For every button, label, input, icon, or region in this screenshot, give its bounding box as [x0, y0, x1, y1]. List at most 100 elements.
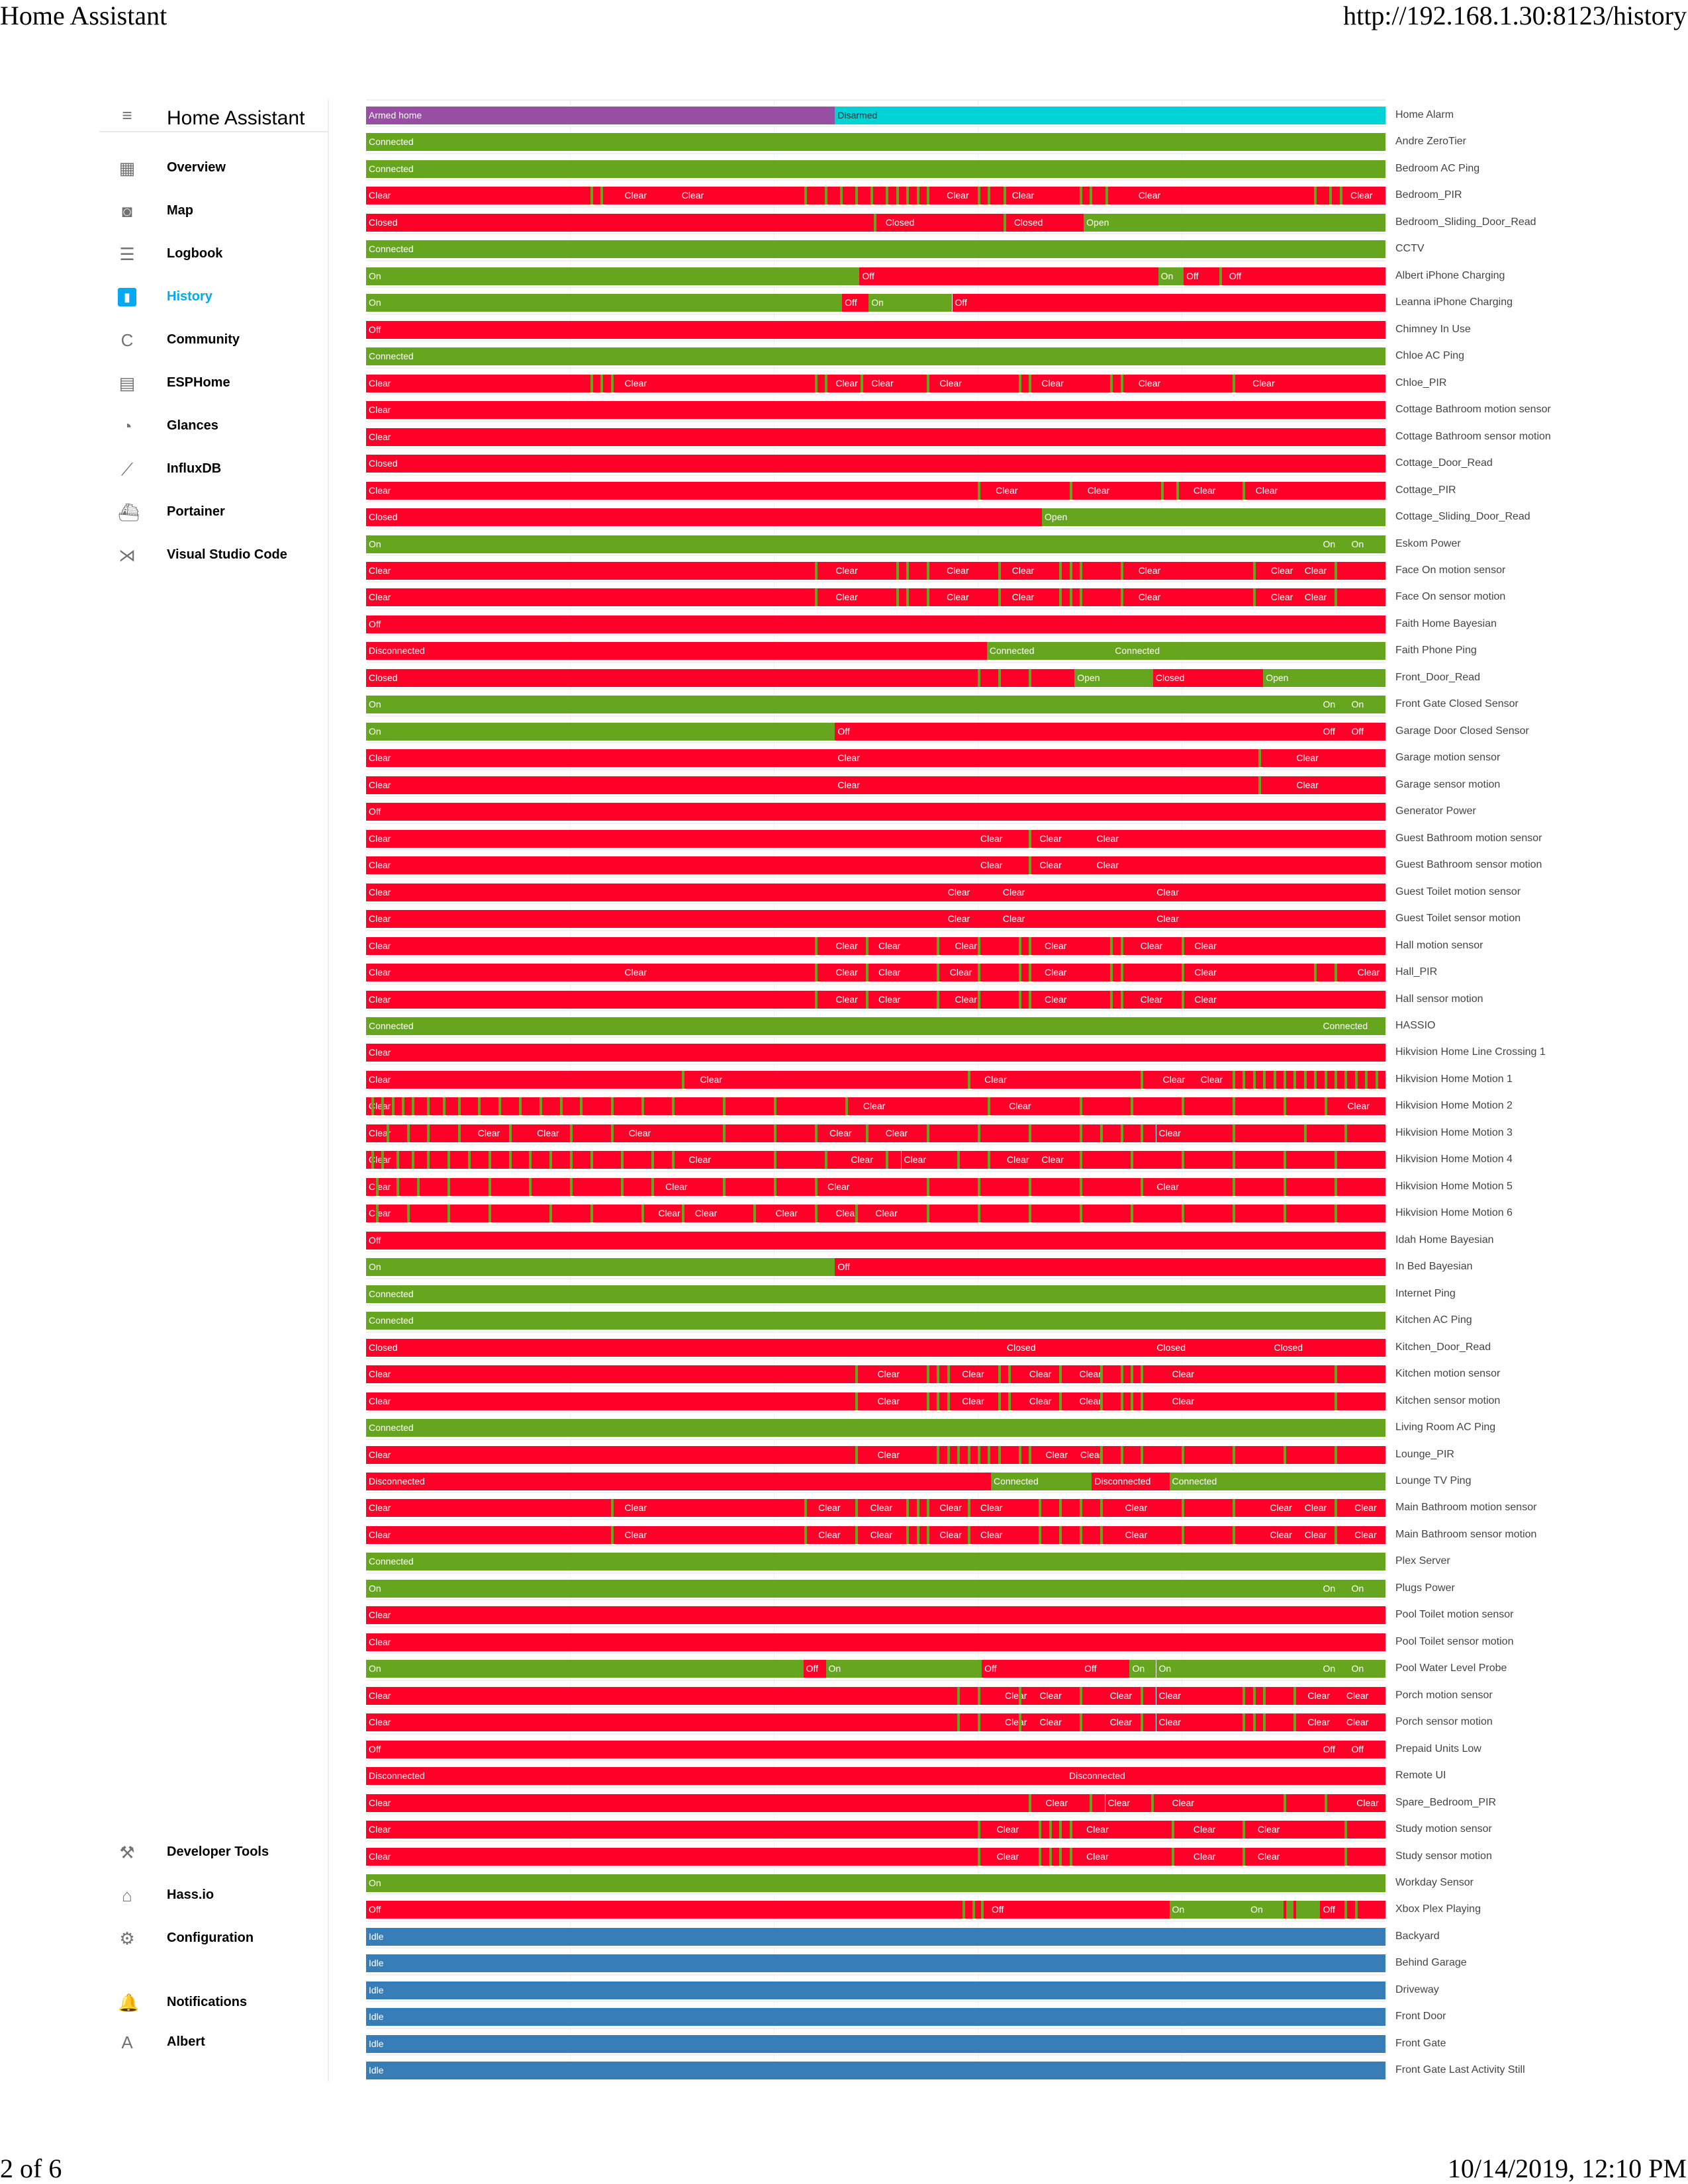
state-change-mark[interactable]: [1324, 1070, 1327, 1089]
state-change-mark[interactable]: [978, 1445, 980, 1464]
state-change-mark[interactable]: [457, 1097, 461, 1116]
timeline-segment[interactable]: Clear: [1037, 829, 1094, 848]
state-change-mark[interactable]: [1233, 1070, 1235, 1089]
timeline-segment[interactable]: Clear: [833, 990, 876, 1009]
state-change-mark[interactable]: [1284, 1070, 1286, 1089]
timeline-segment[interactable]: Clear: [1301, 1499, 1352, 1518]
timeline-segment[interactable]: Clear: [1250, 374, 1385, 392]
timeline-segment[interactable]: Clear: [1301, 588, 1385, 607]
state-change-mark[interactable]: [937, 1392, 940, 1410]
state-change-mark[interactable]: [927, 1365, 929, 1384]
state-change-mark[interactable]: [1284, 1901, 1286, 1919]
state-change-mark[interactable]: [1273, 1070, 1276, 1089]
state-change-mark[interactable]: [1080, 588, 1082, 607]
state-change-mark[interactable]: [1069, 481, 1072, 500]
state-change-mark[interactable]: [600, 187, 604, 205]
timeline-segment[interactable]: Clear: [366, 936, 833, 955]
timeline-segment[interactable]: Clear: [1169, 1392, 1385, 1410]
state-change-mark[interactable]: [590, 187, 593, 205]
state-change-mark[interactable]: [927, 187, 929, 205]
state-change-mark[interactable]: [1018, 1713, 1021, 1732]
timeline-segment[interactable]: Clear: [952, 936, 1043, 955]
timeline-segment[interactable]: Off: [366, 1740, 1321, 1758]
state-change-mark[interactable]: [1018, 936, 1021, 955]
state-change-mark[interactable]: [427, 1097, 430, 1116]
state-change-mark[interactable]: [1263, 1070, 1266, 1089]
state-change-mark[interactable]: [549, 1205, 553, 1223]
timeline-segment[interactable]: Clear: [366, 1124, 475, 1142]
state-change-mark[interactable]: [916, 1525, 919, 1544]
timeline-segment[interactable]: Clear: [993, 481, 1085, 500]
timeline-segment[interactable]: Clear: [1354, 1794, 1385, 1812]
timeline-segment[interactable]: Clear: [366, 910, 945, 929]
state-change-mark[interactable]: [1329, 187, 1333, 205]
timeline-segment[interactable]: On: [366, 722, 835, 741]
timeline-segment[interactable]: Clear: [366, 776, 835, 794]
timeline-segment[interactable]: Clear: [1009, 588, 1136, 607]
state-change-mark[interactable]: [978, 1686, 980, 1705]
state-change-mark[interactable]: [1243, 1821, 1246, 1839]
timeline-segment[interactable]: Connected: [1320, 1017, 1385, 1035]
timeline-segment[interactable]: Clear: [1267, 1499, 1302, 1518]
state-change-mark[interactable]: [774, 1124, 776, 1142]
state-change-mark[interactable]: [840, 187, 843, 205]
state-change-mark[interactable]: [947, 1392, 950, 1410]
timeline-segment[interactable]: On: [1129, 1660, 1156, 1678]
timeline-segment[interactable]: Clear: [1254, 1821, 1385, 1839]
state-change-mark[interactable]: [376, 1205, 379, 1223]
timeline-segment[interactable]: Closed: [366, 1338, 1005, 1357]
state-change-mark[interactable]: [916, 1499, 919, 1518]
state-change-mark[interactable]: [529, 1177, 532, 1196]
state-change-mark[interactable]: [570, 1177, 573, 1196]
timeline-segment[interactable]: Clear: [833, 936, 876, 955]
state-change-mark[interactable]: [1335, 1499, 1337, 1518]
state-change-mark[interactable]: [590, 1151, 593, 1169]
timeline-segment[interactable]: Clear: [1354, 964, 1385, 982]
timeline-segment[interactable]: Clear: [366, 1392, 875, 1410]
state-change-mark[interactable]: [1131, 1151, 1133, 1169]
timeline-segment[interactable]: Off: [842, 294, 869, 312]
state-change-mark[interactable]: [570, 1151, 573, 1169]
state-change-mark[interactable]: [937, 990, 940, 1009]
timeline-segment[interactable]: Clear: [1301, 1525, 1352, 1544]
state-change-mark[interactable]: [610, 1097, 614, 1116]
state-change-mark[interactable]: [1110, 990, 1113, 1009]
state-change-mark[interactable]: [865, 1124, 868, 1142]
timeline-segment[interactable]: Closed: [366, 668, 1075, 687]
timeline-segment[interactable]: Clear: [1268, 561, 1302, 580]
state-change-mark[interactable]: [1258, 749, 1261, 768]
state-change-mark[interactable]: [1141, 1124, 1144, 1142]
timeline-segment[interactable]: Closed: [1271, 1338, 1385, 1357]
state-change-mark[interactable]: [978, 936, 980, 955]
timeline-segment[interactable]: Clear: [872, 1205, 1385, 1223]
state-change-mark[interactable]: [1344, 1070, 1348, 1089]
state-change-mark[interactable]: [406, 1124, 410, 1142]
timeline-segment[interactable]: Clear: [366, 1686, 1002, 1705]
state-change-mark[interactable]: [1029, 936, 1031, 955]
state-change-mark[interactable]: [1243, 1713, 1246, 1732]
timeline-segment[interactable]: Off: [1082, 1660, 1130, 1678]
state-change-mark[interactable]: [1219, 267, 1222, 285]
state-change-mark[interactable]: [1335, 1177, 1337, 1196]
timeline-segment[interactable]: Disarmed: [835, 107, 1385, 124]
timeline-segment[interactable]: Clear: [867, 1499, 937, 1518]
timeline-segment[interactable]: Clear: [366, 1606, 1385, 1625]
timeline-segment[interactable]: Clear: [366, 1070, 698, 1089]
state-change-mark[interactable]: [1029, 374, 1031, 392]
state-change-mark[interactable]: [1252, 1070, 1256, 1089]
state-change-mark[interactable]: [610, 1499, 614, 1518]
timeline-segment[interactable]: Clear: [1301, 561, 1385, 580]
timeline-segment[interactable]: Clear: [1343, 1686, 1385, 1705]
state-change-mark[interactable]: [1252, 1686, 1256, 1705]
state-change-mark[interactable]: [539, 1097, 542, 1116]
timeline-segment[interactable]: Closed: [1152, 668, 1264, 687]
state-change-mark[interactable]: [896, 187, 899, 205]
state-change-mark[interactable]: [1131, 1205, 1133, 1223]
timeline-segment[interactable]: Closed: [1154, 1338, 1272, 1357]
timeline-segment[interactable]: Clear: [959, 1392, 1027, 1410]
timeline-segment[interactable]: Idle: [366, 2062, 1385, 2080]
sidebar-item-logbook[interactable]: ☰ Logbook: [99, 238, 328, 271]
timeline-segment[interactable]: Clear: [827, 1124, 883, 1142]
timeline-segment[interactable]: Connected: [1169, 1472, 1385, 1490]
timeline-segment[interactable]: Connected: [366, 1312, 1385, 1330]
